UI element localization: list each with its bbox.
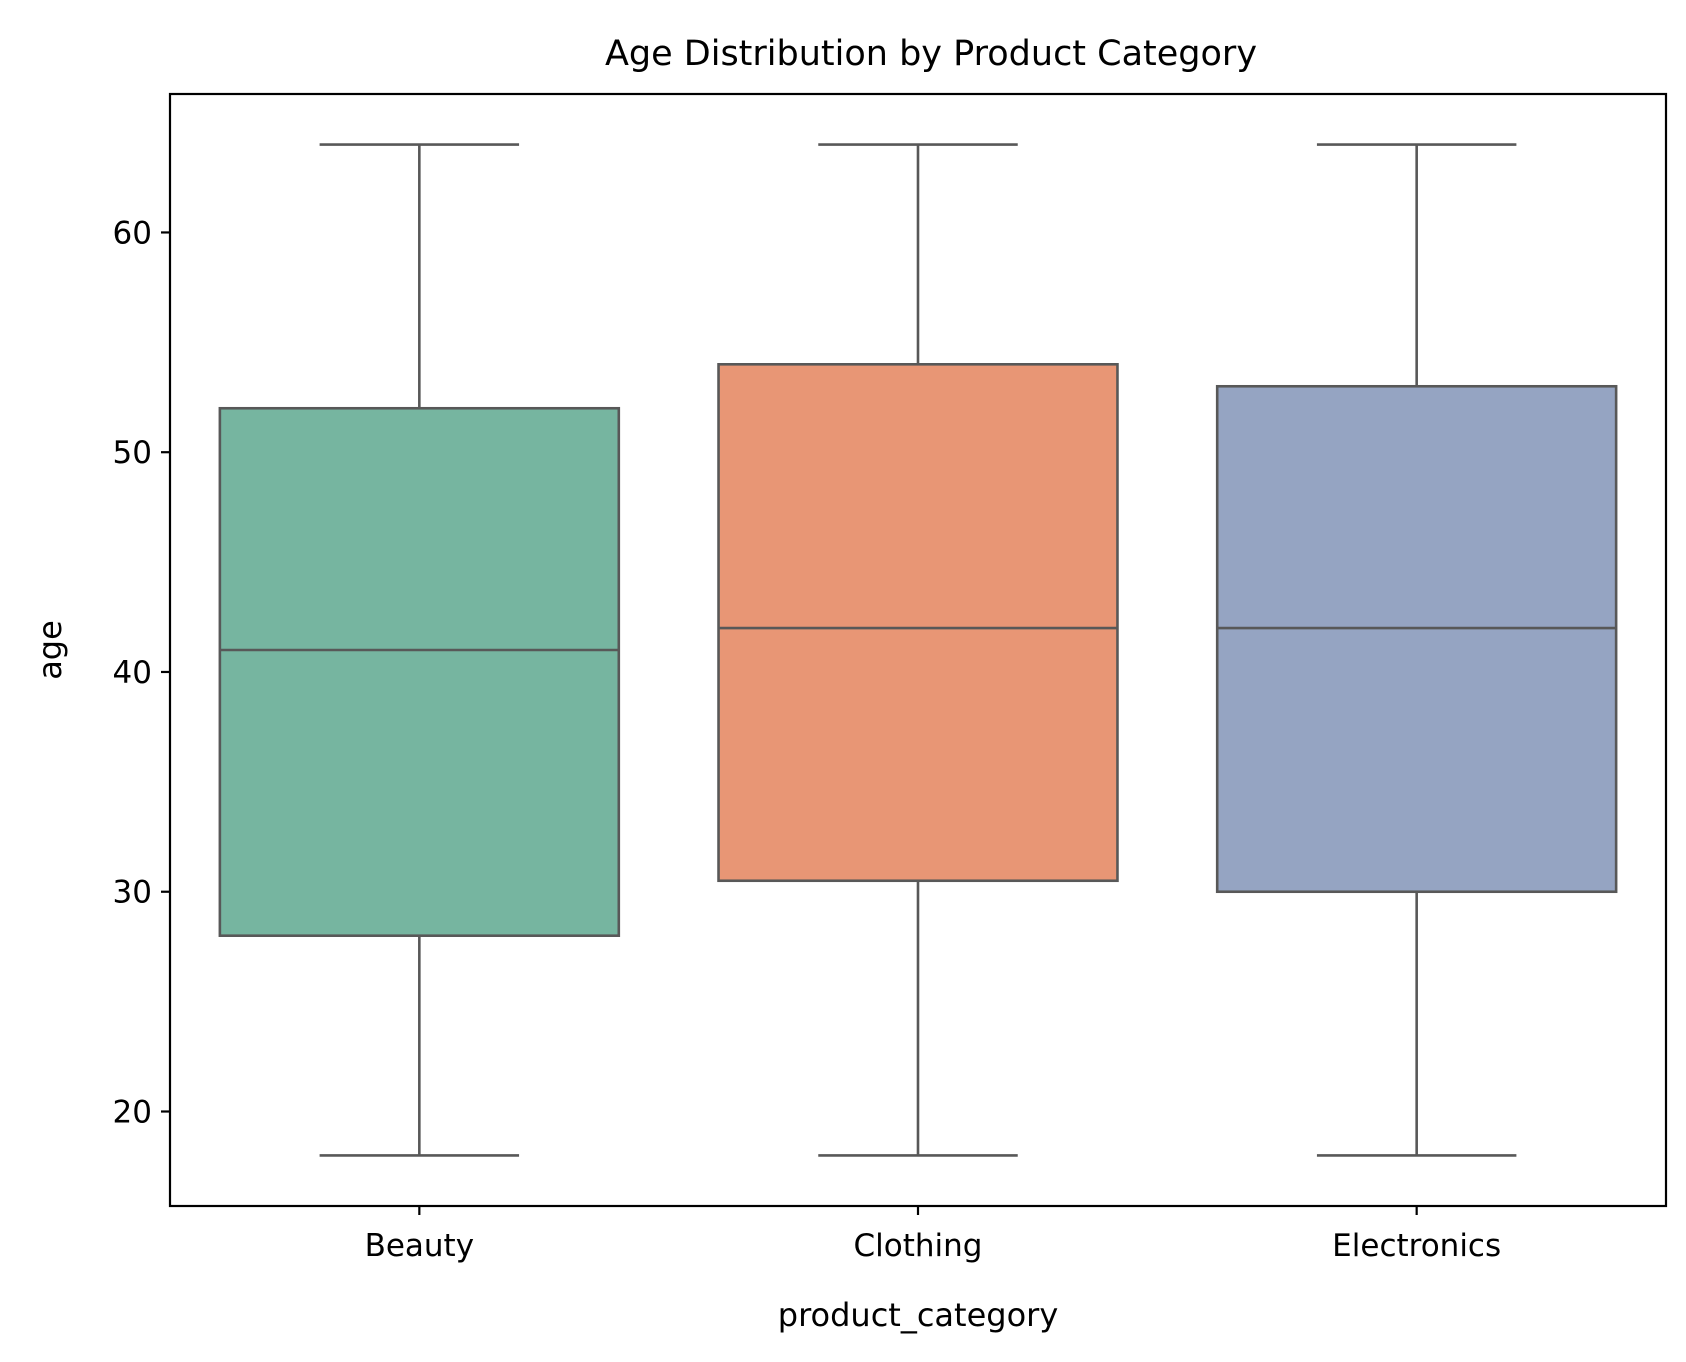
- y-axis-label: age: [31, 620, 69, 680]
- x-tick-label: Electronics: [1332, 1228, 1501, 1264]
- iqr-box: [1215, 384, 1618, 894]
- y-axis: 20 30 40 50 60: [113, 215, 170, 1131]
- box-group-clothing: [717, 143, 1119, 1157]
- x-tick-label: Clothing: [854, 1228, 983, 1264]
- y-tick-label: 30: [113, 875, 152, 911]
- y-tick-label: 40: [113, 655, 152, 691]
- y-tick-label: 20: [113, 1095, 152, 1131]
- iqr-box: [717, 363, 1119, 883]
- x-axis-label: product_category: [778, 1296, 1059, 1334]
- y-tick-label: 50: [113, 435, 152, 471]
- box-group-electronics: [1215, 143, 1618, 1157]
- box-group-beauty: [218, 143, 621, 1157]
- x-axis: Beauty Clothing Electronics: [365, 1206, 1501, 1264]
- x-tick-label: Beauty: [365, 1228, 474, 1264]
- iqr-box: [218, 406, 621, 937]
- boxes-layer: [218, 143, 1618, 1157]
- y-tick-label: 60: [113, 215, 152, 251]
- chart-title: Age Distribution by Product Category: [605, 34, 1257, 74]
